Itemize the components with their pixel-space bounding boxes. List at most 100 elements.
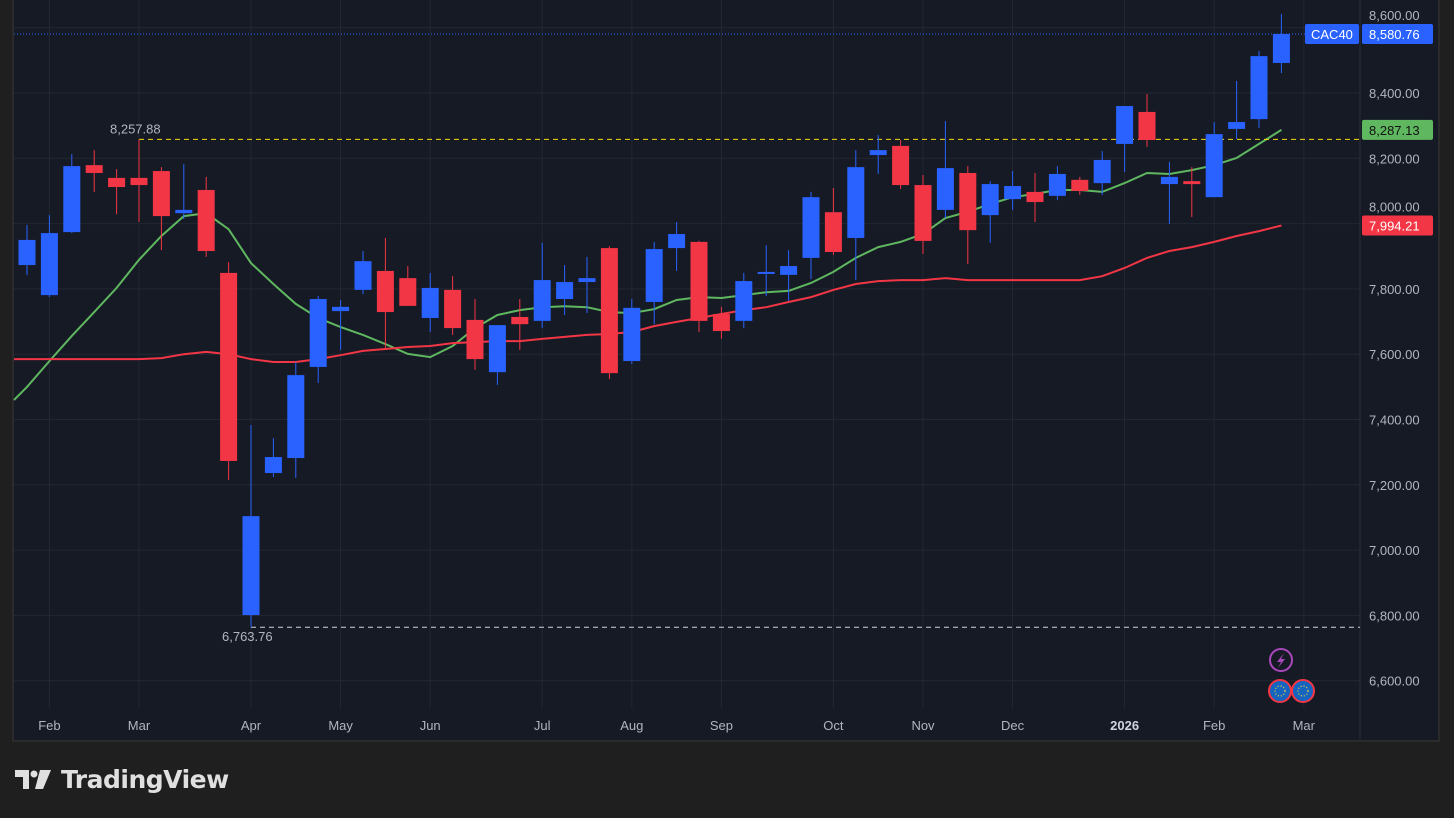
ma-fast-box	[1362, 119, 1433, 140]
candle	[1116, 106, 1134, 173]
candle	[959, 166, 977, 265]
candle	[623, 299, 641, 364]
candle-body	[175, 209, 193, 214]
candle-body	[892, 145, 910, 186]
price-tick-label: 8,200.00	[1369, 151, 1420, 166]
candle	[533, 242, 551, 329]
candle-body	[533, 280, 551, 321]
candle-body	[1183, 181, 1201, 185]
price-tick-label: 7,400.00	[1369, 413, 1420, 428]
eu-flag-icon[interactable]	[1291, 679, 1315, 703]
candle-body	[757, 271, 775, 274]
candle-body	[623, 307, 641, 362]
time-tick-label: Feb	[1203, 718, 1225, 733]
candle-body	[959, 172, 977, 231]
candle-body	[332, 306, 350, 312]
candle-body	[421, 287, 439, 318]
candle	[354, 251, 372, 295]
candle-body	[18, 239, 36, 266]
candle-body	[1205, 134, 1223, 198]
candle	[1071, 176, 1089, 195]
candle-body	[399, 278, 417, 306]
event-icons[interactable]	[1268, 648, 1315, 703]
candle	[197, 176, 215, 257]
time-axis[interactable]: Feb Mar Apr May Jun Jul Aug Sep Oct Nov Dec 2026 Feb…	[38, 718, 1315, 733]
candle	[645, 241, 663, 325]
candle-body	[914, 185, 932, 241]
candle	[1205, 122, 1223, 198]
time-tick-label: Nov	[911, 718, 935, 733]
candle	[1228, 80, 1246, 140]
candle	[578, 256, 596, 314]
candle-body	[600, 248, 618, 374]
candle	[1183, 167, 1201, 218]
time-tick-label: Sep	[710, 718, 733, 733]
candle	[757, 245, 775, 297]
candle	[40, 215, 58, 298]
candle-body	[1071, 179, 1089, 191]
candle-body	[578, 278, 596, 283]
price-axis[interactable]: 6,600.00 6,800.00 7,000.00 7,200.00 7,400.00…	[1369, 8, 1420, 689]
candle-body	[108, 177, 126, 188]
eu-flag-icon[interactable]	[1268, 679, 1292, 703]
candle-body	[1272, 33, 1290, 63]
candle	[802, 191, 820, 280]
low-marker-label: 6,763.76	[222, 629, 273, 644]
candle	[175, 164, 193, 220]
candle-body	[780, 266, 798, 275]
time-tick-label: Apr	[241, 718, 262, 733]
candle	[85, 150, 103, 192]
time-tick-label: May	[328, 718, 353, 733]
ma-fast-line	[13, 129, 1282, 401]
candle-body	[712, 314, 730, 332]
candle	[600, 246, 618, 380]
candle-body	[354, 261, 372, 290]
candle-body	[1116, 106, 1134, 144]
candle-body	[556, 282, 574, 300]
candle-body	[376, 270, 394, 313]
candle-body	[1228, 122, 1246, 129]
candle	[152, 167, 170, 251]
candle	[780, 250, 798, 301]
candle	[668, 221, 686, 271]
candle	[108, 169, 126, 215]
time-tick-label: Jul	[534, 718, 551, 733]
candle	[914, 174, 932, 254]
candle-body	[735, 281, 753, 321]
candle-body	[1160, 176, 1178, 185]
candle-body	[220, 272, 238, 461]
candle-body	[488, 325, 506, 373]
logo-text: TradingView	[61, 765, 229, 794]
candle	[690, 240, 708, 332]
candle	[847, 150, 865, 281]
candle	[556, 265, 574, 316]
lightning-icon[interactable]	[1269, 648, 1293, 672]
candle	[466, 299, 484, 370]
time-tick-label: Feb	[38, 718, 60, 733]
candle-body	[1026, 191, 1044, 203]
chart-pane[interactable]	[12, 0, 1440, 742]
candle-body	[668, 234, 686, 249]
price-tick-label: 8,400.00	[1369, 86, 1420, 101]
candle-body	[847, 167, 865, 238]
candle-body	[40, 233, 58, 296]
candle	[1160, 161, 1178, 224]
candle-body	[85, 165, 103, 173]
candle	[1048, 166, 1066, 201]
candle-body	[802, 197, 820, 258]
candle	[488, 325, 506, 385]
candle-body	[1004, 186, 1022, 200]
candle	[824, 188, 842, 255]
candle	[376, 237, 394, 348]
moving-averages	[13, 129, 1282, 401]
tradingview-logo[interactable]: TradingView	[15, 765, 229, 794]
candle	[332, 300, 350, 350]
candle	[1138, 93, 1156, 147]
symbol-label-box	[1305, 23, 1359, 44]
candle-body	[645, 249, 663, 302]
candle-body	[869, 150, 887, 156]
candle	[1250, 50, 1268, 128]
price-tick-label: 7,000.00	[1369, 543, 1420, 558]
tradingview-logo-icon	[15, 769, 51, 789]
